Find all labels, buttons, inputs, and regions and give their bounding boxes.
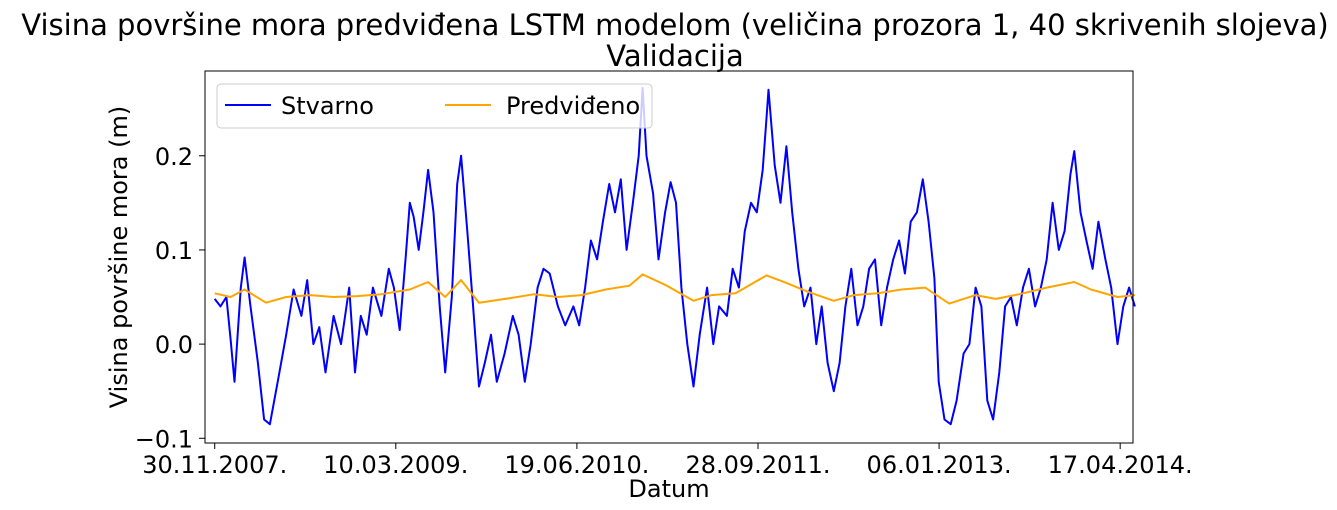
legend-label-stvarno: Stvarno [281,92,374,120]
x-tick-label: 17.04.2014. [1048,451,1193,479]
x-tick-label: 06.01.2013. [867,451,1012,479]
legend-box [216,83,653,129]
y-axis-label: Visina površine mora (m) [105,106,133,408]
x-tick-label: 10.03.2009. [323,451,468,479]
y-tick-label: 0.2 [155,143,193,171]
plot-area-frame [204,70,1134,444]
y-tick-label: −0.1 [135,425,193,453]
series-line-stvarno [213,87,1136,426]
chart-subtitle: Validacija [606,39,743,73]
plot-lines [213,87,1136,426]
y-tick-label: 0.1 [155,237,193,265]
y-tick-label: 0.0 [155,331,193,359]
legend-label-predvideno: Predviđeno [506,92,640,120]
x-tick-label: 19.06.2010. [504,451,649,479]
x-tick-label: 30.11.2007. [142,451,287,479]
x-axis-label: Datum [628,475,709,503]
series-line-predvideno [214,273,1136,305]
x-tick-label: 28.09.2011. [685,451,830,479]
y-axis-ticks: −0.1 0.0 0.1 0.2 [135,143,205,453]
chart-title: Visina površine mora predviđena LSTM mod… [21,8,1328,42]
legend: Stvarno Predviđeno [216,83,653,129]
x-axis-ticks: 30.11.2007. 10.03.2009. 19.06.2010. 28.09.2… [142,443,1193,479]
